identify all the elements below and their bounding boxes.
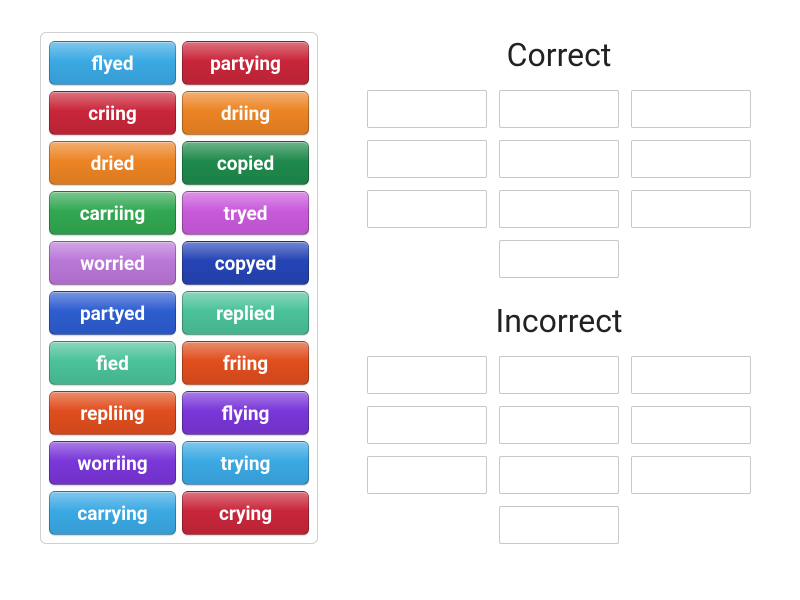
activity-container: flyedpartyingcriingdriingdriedcopiedcarr… [0,0,800,576]
word-tile[interactable]: flying [182,391,309,435]
word-tile[interactable]: driing [182,91,309,135]
word-tile[interactable]: carriing [49,191,176,235]
drop-slot[interactable] [367,190,487,228]
word-tile[interactable]: replied [182,291,309,335]
word-tile[interactable]: worriing [49,441,176,485]
drop-slot[interactable] [499,506,619,544]
word-tile[interactable]: crying [182,491,309,535]
drop-slot[interactable] [631,140,751,178]
drop-slot[interactable] [499,240,619,278]
word-tile[interactable]: criing [49,91,176,135]
drop-slot[interactable] [499,140,619,178]
drop-slot[interactable] [631,406,751,444]
drop-slot[interactable] [499,356,619,394]
word-tile[interactable]: dried [49,141,176,185]
drop-slot[interactable] [499,456,619,494]
drop-slot[interactable] [631,456,751,494]
word-tile[interactable]: carrying [49,491,176,535]
drop-slots [359,90,759,278]
drop-slot[interactable] [631,190,751,228]
drop-slot[interactable] [367,90,487,128]
drop-area: Correct Incorrect [358,32,760,544]
drop-slot[interactable] [367,456,487,494]
drop-slot[interactable] [631,356,751,394]
drop-slot[interactable] [367,356,487,394]
word-tile[interactable]: copyed [182,241,309,285]
drop-slot[interactable] [499,190,619,228]
drop-slot[interactable] [367,406,487,444]
word-tile[interactable]: flyed [49,41,176,85]
word-tile[interactable]: tryed [182,191,309,235]
word-tile[interactable]: trying [182,441,309,485]
group-title: Correct [507,36,612,74]
word-tile[interactable]: partyed [49,291,176,335]
drop-slots [359,356,759,544]
word-tile[interactable]: worried [49,241,176,285]
drop-slot[interactable] [499,90,619,128]
drop-slot[interactable] [499,406,619,444]
word-tile[interactable]: partying [182,41,309,85]
word-tile[interactable]: repliing [49,391,176,435]
word-tile[interactable]: copied [182,141,309,185]
word-tile[interactable]: fied [49,341,176,385]
word-tile[interactable]: friing [182,341,309,385]
tiles-panel: flyedpartyingcriingdriingdriedcopiedcarr… [40,32,318,544]
drop-slot[interactable] [367,140,487,178]
drop-slot[interactable] [631,90,751,128]
group-title: Incorrect [496,302,623,340]
